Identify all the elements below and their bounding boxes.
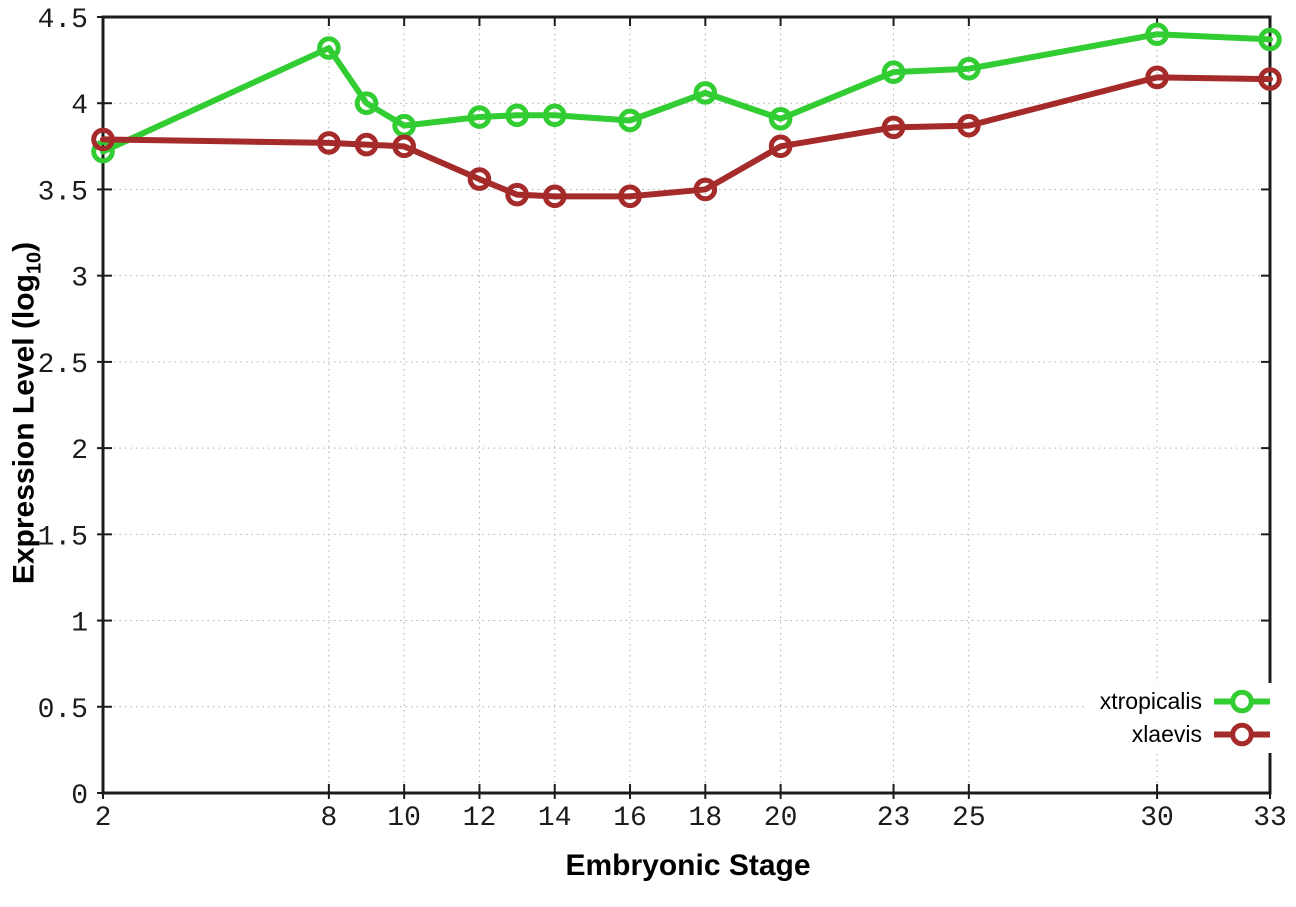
svg-text:23: 23 (877, 803, 911, 834)
svg-text:2: 2 (71, 436, 88, 467)
svg-text:2: 2 (95, 803, 112, 834)
svg-text:14: 14 (538, 803, 572, 834)
y-axis-title-subscript: 10 (23, 251, 46, 275)
svg-text:25: 25 (952, 803, 986, 834)
line-point-marker-icon (1214, 689, 1270, 714)
line-point-marker-icon (1214, 722, 1270, 747)
y-axis-title-suffix: ) (7, 241, 41, 252)
y-axis-title: Expression Level (log10) (8, 242, 47, 584)
svg-text:10: 10 (387, 803, 421, 834)
svg-text:16: 16 (613, 803, 647, 834)
svg-text:3.5: 3.5 (38, 177, 88, 208)
legend-label-xlaevis: xlaevis (1131, 721, 1202, 747)
svg-text:30: 30 (1140, 803, 1174, 834)
svg-text:1.5: 1.5 (38, 522, 88, 553)
x-axis-title: Embryonic Stage (565, 849, 811, 882)
svg-text:18: 18 (689, 803, 723, 834)
svg-text:20: 20 (764, 803, 798, 834)
svg-text:33: 33 (1253, 803, 1287, 834)
svg-text:1: 1 (71, 609, 88, 640)
svg-text:2.5: 2.5 (38, 350, 88, 381)
legend: xtropicalis xlaevis (1083, 683, 1272, 753)
svg-text:0.5: 0.5 (38, 695, 88, 726)
legend-label-xtropicalis: xtropicalis (1099, 688, 1202, 714)
svg-text:3: 3 (71, 264, 88, 295)
legend-item-xlaevis: xlaevis (1100, 718, 1272, 751)
y-axis-title-text: Expression Level (log (7, 274, 41, 585)
svg-text:12: 12 (463, 803, 497, 834)
svg-text:4.5: 4.5 (38, 5, 88, 36)
legend-item-xtropicalis: xtropicalis (1100, 685, 1272, 718)
svg-text:8: 8 (320, 803, 337, 834)
svg-text:4: 4 (71, 91, 88, 122)
svg-text:0: 0 (71, 781, 88, 812)
